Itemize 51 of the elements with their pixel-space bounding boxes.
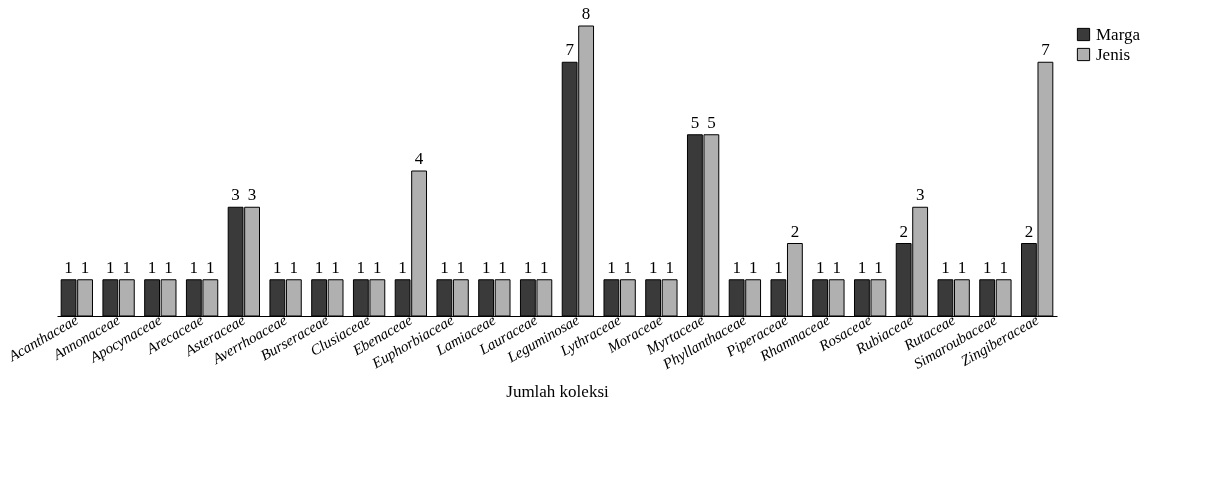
- data-label: 1: [498, 257, 507, 277]
- data-label: 1: [982, 257, 992, 277]
- data-label: 1: [164, 257, 173, 277]
- data-label: 1: [832, 257, 841, 277]
- data-label: 1: [440, 257, 449, 277]
- data-label: 1: [122, 257, 132, 277]
- data-label: 1: [874, 257, 883, 277]
- data-label: 1: [398, 257, 407, 277]
- data-label: 1: [206, 257, 215, 277]
- data-label: 1: [540, 257, 549, 277]
- x-axis-title: Jumlah koleksi: [506, 382, 610, 402]
- legend-label: Jenis: [1096, 44, 1130, 64]
- data-label: 7: [565, 40, 575, 60]
- data-label: 4: [414, 149, 424, 168]
- data-label: 3: [247, 185, 257, 205]
- data-label: 3: [231, 185, 240, 205]
- data-label: 1: [356, 257, 366, 277]
- legend-label: Marga: [1096, 24, 1141, 44]
- data-label: 1: [273, 257, 282, 277]
- data-label: 5: [690, 112, 700, 132]
- data-label: 1: [957, 257, 967, 277]
- data-label: 1: [623, 257, 633, 277]
- data-label: 1: [80, 257, 90, 277]
- data-label: 1: [941, 257, 950, 277]
- data-label: 1: [732, 257, 741, 277]
- data-label: 1: [481, 257, 491, 277]
- data-label: 1: [314, 257, 324, 277]
- data-label: 1: [64, 257, 73, 277]
- data-label: 1: [607, 257, 616, 277]
- data-label: 2: [790, 221, 800, 241]
- data-label: 8: [581, 4, 591, 23]
- data-label: 1: [189, 257, 199, 277]
- data-label: 5: [707, 112, 716, 132]
- data-label: 1: [523, 257, 533, 277]
- data-label: 1: [147, 257, 157, 277]
- data-label: 1: [289, 257, 299, 277]
- data-label: 1: [748, 257, 758, 277]
- data-label: 1: [331, 257, 340, 277]
- data-label: 1: [106, 257, 115, 277]
- data-label: 1: [648, 257, 658, 277]
- data-label: 1: [999, 257, 1008, 277]
- data-label: 7: [1041, 40, 1051, 60]
- data-label: 1: [815, 257, 825, 277]
- data-label: 2: [1024, 221, 1034, 241]
- data-label: 1: [456, 257, 466, 277]
- data-label: 2: [899, 221, 908, 241]
- data-label: 1: [665, 257, 674, 277]
- data-label: 1: [774, 257, 783, 277]
- data-label: 1: [857, 257, 867, 277]
- data-label: 1: [373, 257, 382, 277]
- data-label: 3: [915, 185, 925, 205]
